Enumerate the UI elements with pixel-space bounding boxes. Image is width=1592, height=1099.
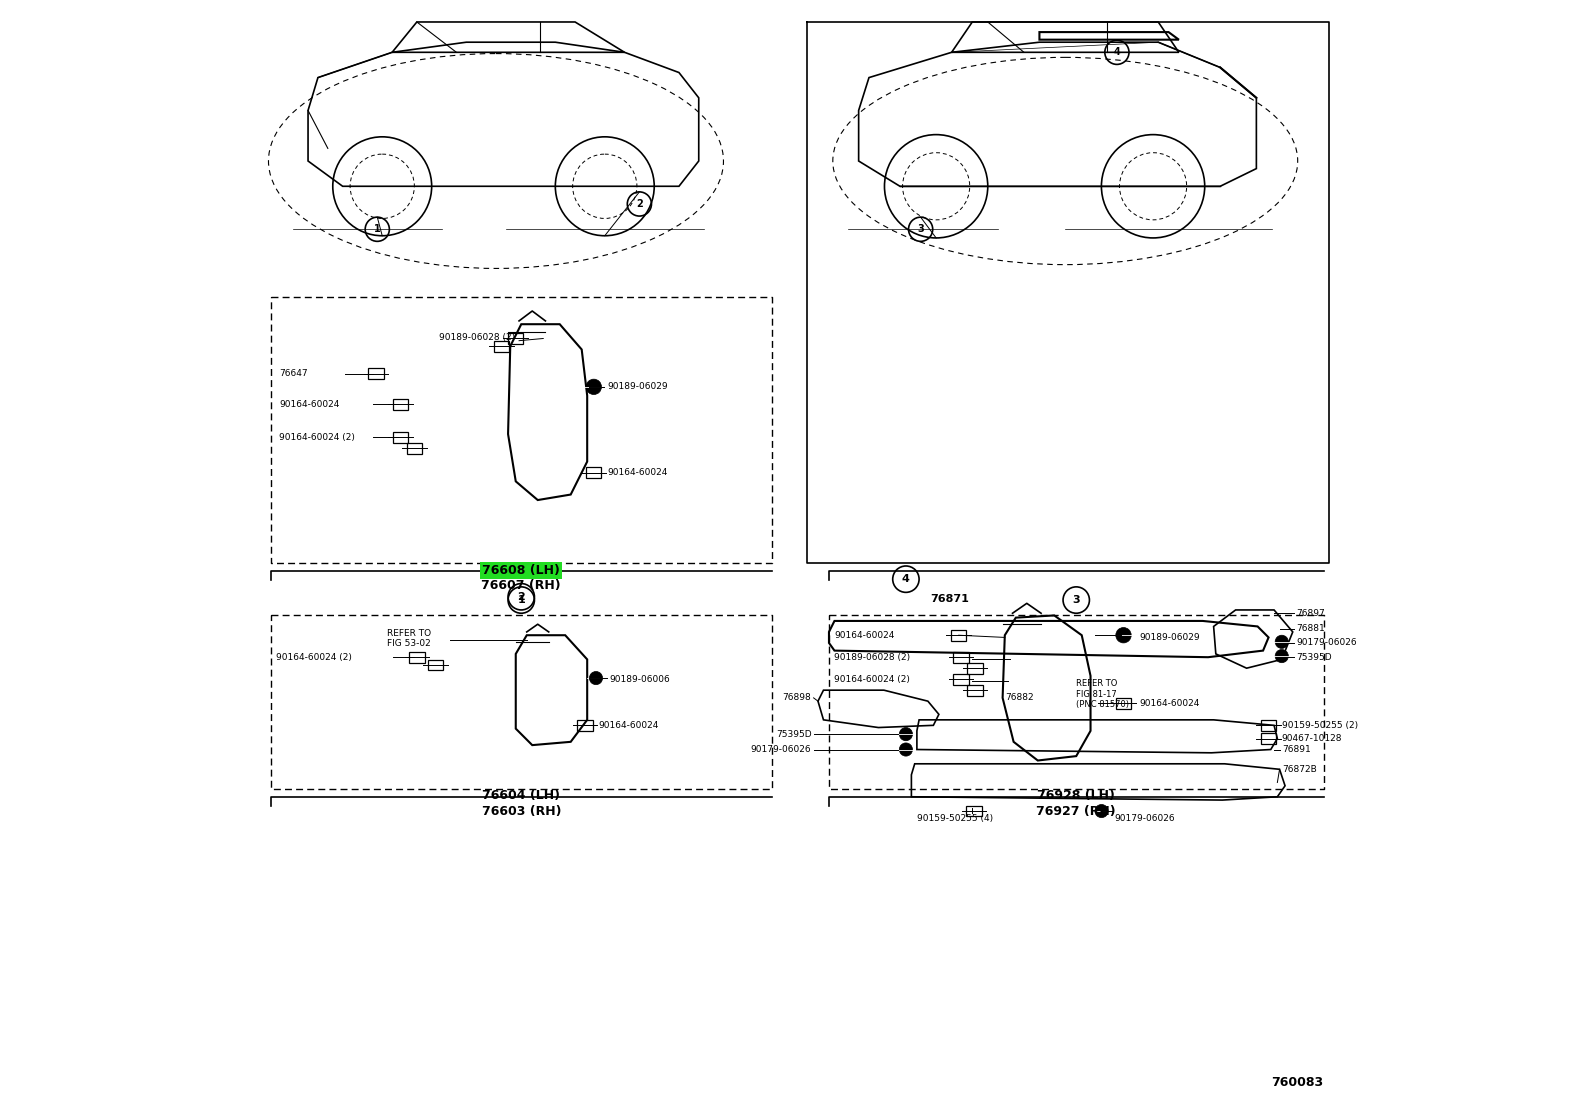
- Text: 76927 (RH): 76927 (RH): [1036, 804, 1116, 818]
- Text: 76928 (LH): 76928 (LH): [1038, 789, 1114, 802]
- Text: 75395D: 75395D: [775, 730, 812, 739]
- Circle shape: [899, 728, 912, 741]
- Text: 90179-06026: 90179-06026: [751, 745, 812, 754]
- Text: 90189-06028 (2): 90189-06028 (2): [439, 333, 514, 342]
- Text: 2: 2: [637, 199, 643, 209]
- Text: 90189-06006: 90189-06006: [610, 675, 670, 684]
- Circle shape: [1116, 628, 1132, 643]
- Text: 90164-60024 (2): 90164-60024 (2): [280, 433, 355, 442]
- Text: 90164-60024: 90164-60024: [599, 721, 659, 730]
- Text: 4: 4: [1113, 47, 1121, 57]
- Text: 90164-60024 (2): 90164-60024 (2): [275, 653, 352, 662]
- Text: 90164-60024: 90164-60024: [1138, 699, 1199, 708]
- Text: 76881: 76881: [1296, 624, 1325, 633]
- Text: 76608 (LH): 76608 (LH): [482, 564, 560, 577]
- Text: 90164-60024: 90164-60024: [280, 400, 339, 409]
- Text: 90159-50255 (2): 90159-50255 (2): [1282, 721, 1358, 730]
- Text: 76897: 76897: [1296, 609, 1325, 618]
- Text: REFER TO
FIG 81-17
(PNC 81570): REFER TO FIG 81-17 (PNC 81570): [1076, 679, 1129, 709]
- Circle shape: [589, 671, 603, 685]
- Text: 90467-10128: 90467-10128: [1282, 734, 1342, 743]
- Text: 90179-06026: 90179-06026: [1114, 814, 1175, 823]
- Text: 76604 (LH): 76604 (LH): [482, 789, 560, 802]
- Circle shape: [586, 379, 602, 395]
- Text: 76882: 76882: [1005, 693, 1033, 702]
- Text: 90159-50255 (4): 90159-50255 (4): [917, 814, 993, 823]
- Text: 90189-06029: 90189-06029: [1138, 633, 1199, 642]
- Circle shape: [899, 743, 912, 756]
- Text: 2: 2: [517, 591, 525, 602]
- Text: 760083: 760083: [1272, 1076, 1323, 1089]
- Text: 90179-06026: 90179-06026: [1296, 639, 1356, 647]
- Text: 90164-60024 (2): 90164-60024 (2): [834, 675, 911, 684]
- Text: 76891: 76891: [1282, 745, 1310, 754]
- Text: 76603 (RH): 76603 (RH): [481, 804, 560, 818]
- Text: REFER TO
FIG 53-02: REFER TO FIG 53-02: [387, 629, 431, 648]
- Text: 90164-60024: 90164-60024: [834, 631, 895, 640]
- Text: 1: 1: [374, 224, 380, 234]
- Text: 75395D: 75395D: [1296, 653, 1331, 662]
- Text: 76607 (RH): 76607 (RH): [481, 579, 560, 592]
- Circle shape: [1275, 650, 1288, 663]
- Text: 4: 4: [903, 574, 911, 585]
- Text: 90189-06029: 90189-06029: [607, 382, 667, 391]
- Text: 3: 3: [1073, 595, 1079, 606]
- Text: 1: 1: [517, 595, 525, 606]
- Circle shape: [1095, 804, 1108, 818]
- Text: 3: 3: [917, 224, 923, 234]
- Text: 90189-06028 (2): 90189-06028 (2): [834, 653, 911, 662]
- Text: 90164-60024: 90164-60024: [607, 468, 667, 477]
- Text: 76898: 76898: [783, 693, 812, 702]
- Text: 76647: 76647: [280, 369, 309, 378]
- Text: 76871: 76871: [930, 593, 970, 604]
- Text: 76872B: 76872B: [1282, 765, 1317, 774]
- Circle shape: [1275, 635, 1288, 648]
